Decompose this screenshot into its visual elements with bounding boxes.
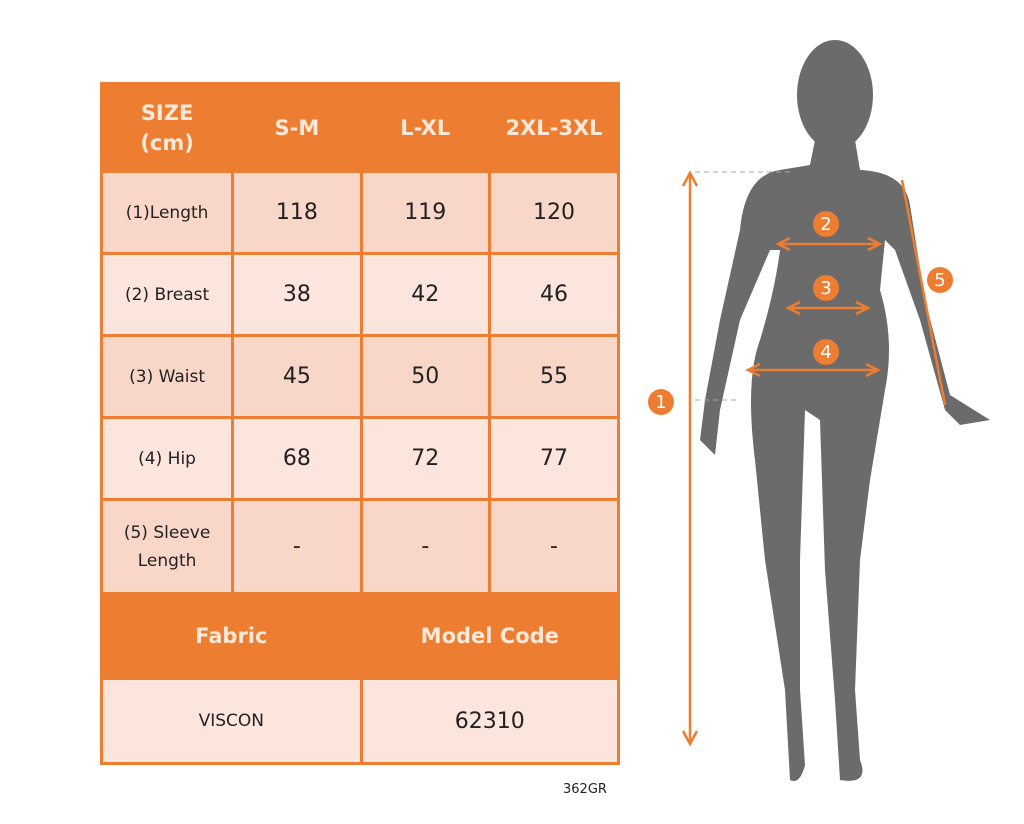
cell: 46 — [488, 252, 620, 337]
header-row: SIZE (cm) S-M L-XL 2XL-3XL — [99, 82, 620, 173]
row-label: (2) Breast — [99, 252, 235, 337]
cell: 72 — [359, 416, 492, 501]
marker-2: 2 — [820, 214, 831, 235]
cell: 68 — [231, 416, 363, 501]
marker-5: 5 — [934, 270, 945, 291]
row-label: (1)Length — [99, 170, 235, 255]
cell: - — [359, 498, 492, 595]
product-code: 362GR — [563, 782, 607, 797]
table-row: (5) Sleeve Length - - - — [99, 498, 620, 595]
fabric-value: VISCON — [100, 677, 363, 765]
measurement-arrows — [681, 170, 947, 747]
cell: 42 — [359, 252, 492, 337]
cell: - — [488, 498, 620, 595]
table-row: (4) Hip 68 72 77 — [99, 416, 620, 501]
cell: 55 — [488, 334, 620, 419]
cell: 45 — [231, 334, 363, 419]
guide-lines — [695, 171, 790, 401]
size-chart-table: SIZE (cm) S-M L-XL 2XL-3XL (1)Length 118 1… — [99, 82, 621, 765]
marker-3: 3 — [820, 278, 831, 299]
table-row: (3) Waist 45 50 55 — [99, 334, 620, 419]
cell: 120 — [488, 170, 620, 255]
cell: 50 — [359, 334, 492, 419]
cell: - — [231, 498, 363, 595]
row-label: (3) Waist — [99, 334, 235, 419]
cell: 119 — [359, 170, 492, 255]
footer-header-row: Fabric Model Code — [100, 592, 621, 680]
cell: 38 — [231, 252, 363, 337]
table-row: (1)Length 118 119 120 — [99, 170, 620, 255]
size-header: SIZE (cm) — [99, 82, 235, 173]
body-silhouette-diagram: 1 2 3 4 5 — [648, 40, 990, 781]
silhouette-icon — [700, 40, 990, 781]
marker-1: 1 — [655, 392, 666, 413]
row-label: (5) Sleeve Length — [99, 498, 235, 595]
model-code-value: 62310 — [359, 677, 621, 765]
model-code-header: Model Code — [359, 592, 621, 680]
measurement-markers: 1 2 3 4 5 — [648, 211, 953, 415]
cell: 118 — [231, 170, 363, 255]
row-label: (4) Hip — [99, 416, 235, 501]
footer-row: VISCON 62310 — [100, 677, 621, 765]
table-row: (2) Breast 38 42 46 — [99, 252, 620, 337]
size-column: 2XL-3XL — [488, 82, 620, 173]
size-column: S-M — [231, 82, 363, 173]
size-column: L-XL — [359, 82, 492, 173]
marker-4: 4 — [820, 342, 831, 363]
cell: 77 — [488, 416, 620, 501]
fabric-header: Fabric — [100, 592, 363, 680]
